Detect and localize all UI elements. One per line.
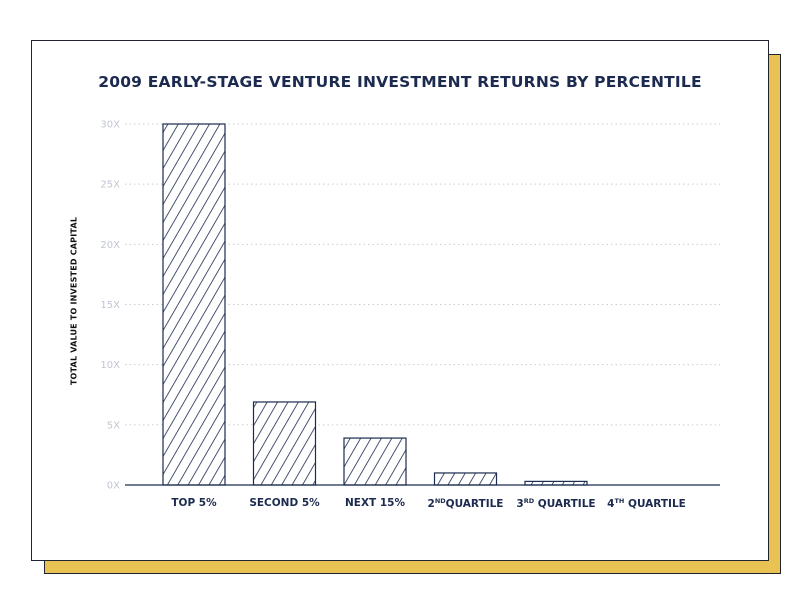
chart-title: 2009 EARLY-STAGE VENTURE INVESTMENT RETU… (98, 73, 702, 91)
y-tick-labels: 0X 5X 10X 15X 20X 25X 30X (100, 120, 120, 492)
x-tick-label: 2NDQUARTILE (427, 497, 504, 510)
x-tick-label: TOP 5% (171, 497, 217, 509)
y-tick-label: 0X (107, 481, 120, 492)
y-tick-label: 25X (100, 180, 120, 191)
x-tick-label: 4TH QUARTILE (607, 497, 686, 510)
y-tick-label: 20X (100, 240, 120, 251)
bar (343, 437, 407, 486)
y-tick-label: 30X (100, 120, 120, 131)
x-tick-label: 3RD QUARTILE (516, 497, 596, 510)
x-tick-label: NEXT 15% (344, 497, 405, 509)
x-tick-label: SECOND 5% (249, 497, 320, 509)
bars (162, 123, 588, 486)
y-tick-label: 10X (100, 360, 120, 371)
y-tick-label: 5X (107, 420, 120, 431)
bar (252, 401, 317, 486)
bar (162, 123, 226, 486)
bar (433, 472, 498, 486)
y-tick-label: 15X (100, 300, 120, 311)
